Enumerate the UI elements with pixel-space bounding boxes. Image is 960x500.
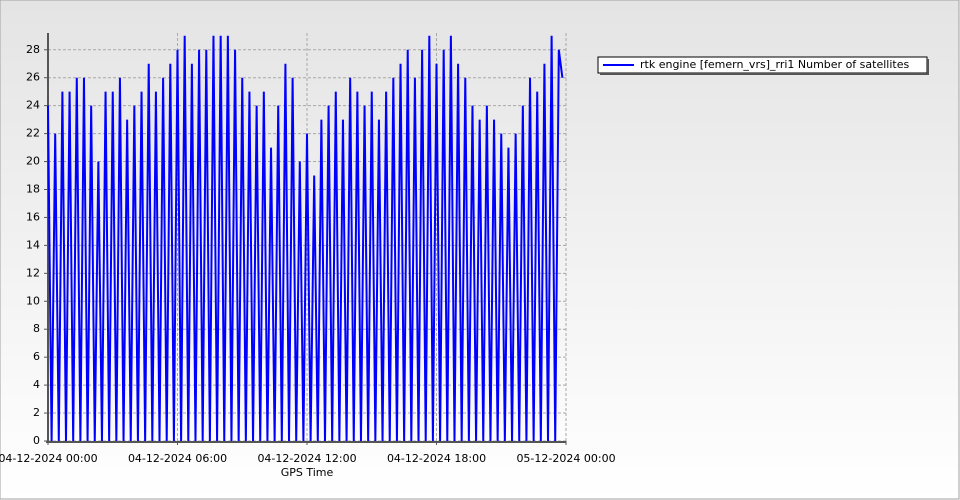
y-tick-label: 0 <box>33 434 40 447</box>
legend-label: rtk engine [femern_vrs]_rri1 Number of s… <box>640 58 909 71</box>
y-tick-label: 16 <box>26 210 40 223</box>
y-tick-label: 22 <box>26 127 40 140</box>
y-tick-label: 6 <box>33 350 40 363</box>
x-tick-label: 04-12-2024 12:00 <box>257 452 356 465</box>
y-tick-label: 2 <box>33 406 40 419</box>
y-tick-label: 14 <box>26 238 40 251</box>
y-tick-label: 28 <box>26 43 40 56</box>
x-tick-label: 05-12-2024 00:00 <box>516 452 615 465</box>
y-tick-label: 18 <box>26 182 40 195</box>
x-tick-label: 04-12-2024 18:00 <box>387 452 486 465</box>
data-line <box>47 35 564 442</box>
y-tick-label: 4 <box>33 378 40 391</box>
legend-shadow <box>927 59 929 75</box>
y-tick-label: 12 <box>26 266 40 279</box>
legend-shadow <box>600 73 929 75</box>
y-tick-label: 24 <box>26 99 40 112</box>
x-tick-label: 04-12-2024 00:00 <box>0 452 98 465</box>
x-tick-label: 04-12-2024 06:00 <box>128 452 227 465</box>
x-axis-label: GPS Time <box>281 466 334 479</box>
y-tick-label: 10 <box>26 294 40 307</box>
y-tick-label: 26 <box>26 71 40 84</box>
y-tick-label: 20 <box>26 155 40 168</box>
y-tick-label: 8 <box>33 322 40 335</box>
